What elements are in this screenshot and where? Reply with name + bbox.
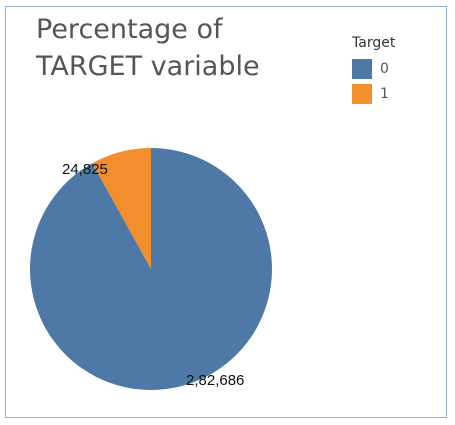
chart-panel	[5, 6, 447, 418]
pie-slice-1[interactable]	[92, 148, 151, 269]
legend-title: Target	[352, 35, 396, 51]
slice-label-0: 2,82,686	[186, 372, 244, 389]
legend-swatch-1	[352, 84, 372, 104]
legend: Target 0 1	[352, 35, 442, 109]
legend-swatch-0	[352, 59, 372, 79]
pie-slice-0[interactable]	[29, 148, 272, 390]
legend-item-1[interactable]: 1	[352, 84, 442, 104]
chart-title: Percentage of TARGET variable	[36, 14, 260, 82]
legend-label-0: 0	[380, 61, 389, 77]
legend-label-1: 1	[380, 86, 389, 102]
slice-label-1: 24,825	[62, 161, 108, 178]
legend-item-0[interactable]: 0	[352, 59, 442, 79]
